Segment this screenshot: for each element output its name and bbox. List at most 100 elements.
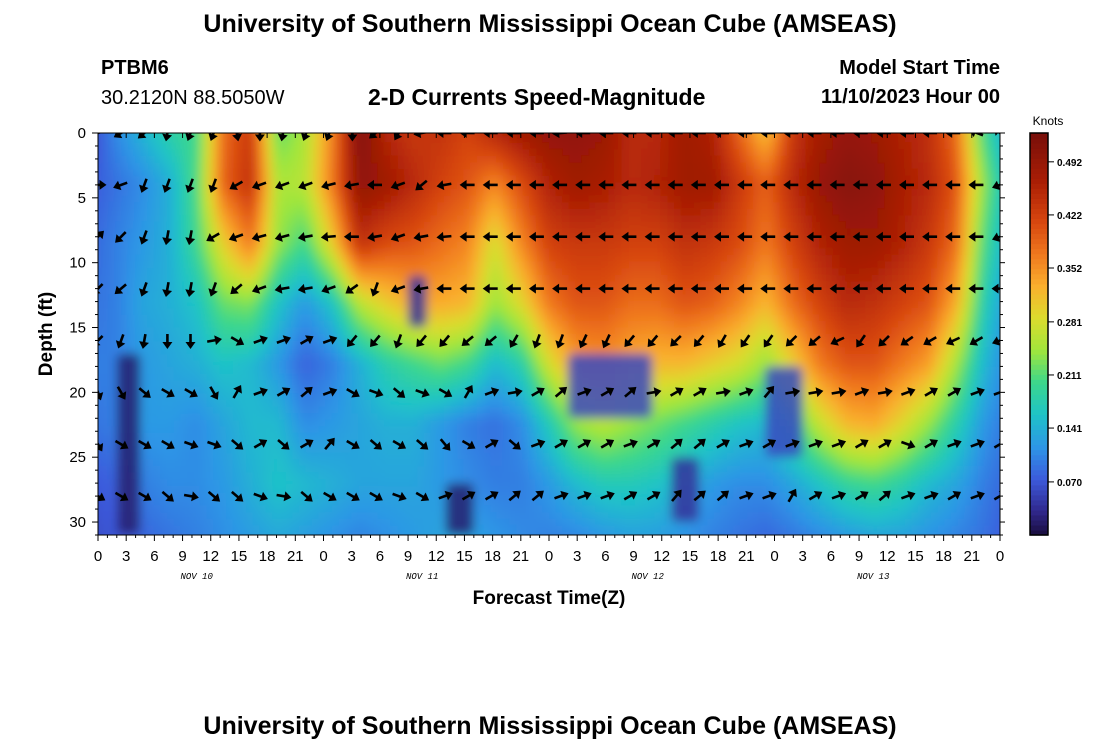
heatmap-cell xyxy=(996,254,1000,263)
heatmap-cell xyxy=(588,175,596,183)
heatmap-cell xyxy=(654,228,662,236)
heatmap-cell xyxy=(180,228,188,236)
heatmap-cell xyxy=(371,175,379,183)
heatmap-cell xyxy=(292,175,300,183)
heatmap-cell xyxy=(832,254,840,263)
heatmap-cell xyxy=(180,268,188,276)
heatmap-cell xyxy=(331,281,339,289)
heatmap-cell xyxy=(199,274,208,282)
heatmap-cell xyxy=(733,268,741,276)
heatmap-cell xyxy=(529,155,537,164)
heatmap-cell xyxy=(937,182,945,190)
heatmap-cell xyxy=(621,228,629,236)
heatmap-cell xyxy=(502,353,511,361)
heatmap-cell xyxy=(292,208,300,216)
heatmap-cell xyxy=(581,301,590,309)
heatmap-cell xyxy=(469,347,478,355)
heatmap-cell xyxy=(805,268,814,276)
heatmap-cell xyxy=(232,195,241,203)
heatmap-cell xyxy=(641,241,649,249)
heatmap-cell xyxy=(443,287,451,296)
heatmap-cell xyxy=(779,208,787,216)
heatmap-cell xyxy=(759,334,767,342)
heatmap-cell xyxy=(838,261,846,269)
heatmap-cell xyxy=(292,347,300,355)
heatmap-cell xyxy=(344,136,353,144)
heatmap-cell xyxy=(476,314,484,322)
heatmap-cell xyxy=(970,261,978,269)
heatmap-cell xyxy=(950,142,958,150)
heatmap-cell xyxy=(239,215,247,223)
heatmap-cell xyxy=(456,162,464,170)
heatmap-cell xyxy=(917,149,925,157)
heatmap-cell xyxy=(114,123,121,130)
heatmap-cell xyxy=(575,261,583,269)
heatmap-cell xyxy=(766,281,774,289)
heatmap-cell xyxy=(101,123,108,130)
heatmap-cell xyxy=(516,142,524,150)
heatmap-cell xyxy=(911,294,919,302)
heatmap-cell xyxy=(311,248,320,256)
heatmap-cell xyxy=(140,188,148,197)
heatmap-cell xyxy=(773,123,780,130)
heatmap-cell xyxy=(502,188,511,197)
heatmap-cell xyxy=(483,334,491,342)
heatmap-cell xyxy=(535,155,544,164)
heatmap-cell xyxy=(957,307,965,315)
heatmap-cell xyxy=(963,340,972,348)
heatmap-cell xyxy=(700,340,708,348)
heatmap-cell xyxy=(529,307,537,315)
heatmap-cell xyxy=(957,320,965,328)
heatmap-cell xyxy=(390,281,399,289)
heatmap-cell xyxy=(693,327,702,335)
heatmap-cell xyxy=(364,155,372,164)
heatmap-cell xyxy=(621,334,629,342)
heatmap-cell xyxy=(265,142,273,150)
heatmap-cell xyxy=(134,241,142,249)
heatmap-cell xyxy=(450,307,458,315)
heatmap-cell xyxy=(720,254,728,263)
heatmap-cell xyxy=(733,241,741,249)
heatmap-cell xyxy=(140,208,148,216)
heatmap-cell xyxy=(542,195,550,203)
heatmap-cell xyxy=(674,301,682,309)
heatmap-cell xyxy=(957,202,965,210)
heatmap-cell xyxy=(444,123,451,130)
heatmap-cell xyxy=(344,347,353,355)
heatmap-cell xyxy=(502,340,511,348)
heatmap-cell xyxy=(588,347,596,355)
heatmap-cell xyxy=(858,221,866,230)
heatmap-cell xyxy=(845,320,853,328)
heatmap-cell xyxy=(772,188,781,197)
heatmap-cell xyxy=(206,142,214,150)
heatmap-cell xyxy=(193,320,201,328)
heatmap-cell xyxy=(865,314,873,322)
heatmap-cell xyxy=(568,228,576,236)
heatmap-cell xyxy=(450,169,458,177)
heatmap-cell xyxy=(469,327,478,335)
heatmap-cell xyxy=(331,241,339,249)
heatmap-cell xyxy=(338,175,346,183)
heatmap-cell xyxy=(134,301,142,309)
heatmap-cell xyxy=(344,307,353,315)
heatmap-cell xyxy=(970,155,978,164)
heatmap-cell xyxy=(549,261,557,269)
heatmap-cell xyxy=(858,261,866,269)
heatmap-cell xyxy=(456,175,464,183)
heatmap-cell xyxy=(259,215,267,223)
heatmap-cell xyxy=(647,327,655,335)
heatmap-cell xyxy=(772,301,781,309)
heatmap-cell xyxy=(792,228,800,236)
heatmap-cell xyxy=(239,301,247,309)
heatmap-cell xyxy=(996,221,1000,230)
heatmap-cell xyxy=(884,281,893,289)
heatmap-cell xyxy=(641,175,649,183)
heatmap-cell xyxy=(509,175,517,183)
heatmap-cell xyxy=(825,149,833,157)
heatmap-cell xyxy=(944,208,952,216)
heatmap-cell xyxy=(371,320,379,328)
heatmap-cell xyxy=(437,294,445,302)
heatmap-cell xyxy=(325,208,333,216)
heatmap-cell xyxy=(944,175,952,183)
heatmap-cell xyxy=(377,175,385,183)
